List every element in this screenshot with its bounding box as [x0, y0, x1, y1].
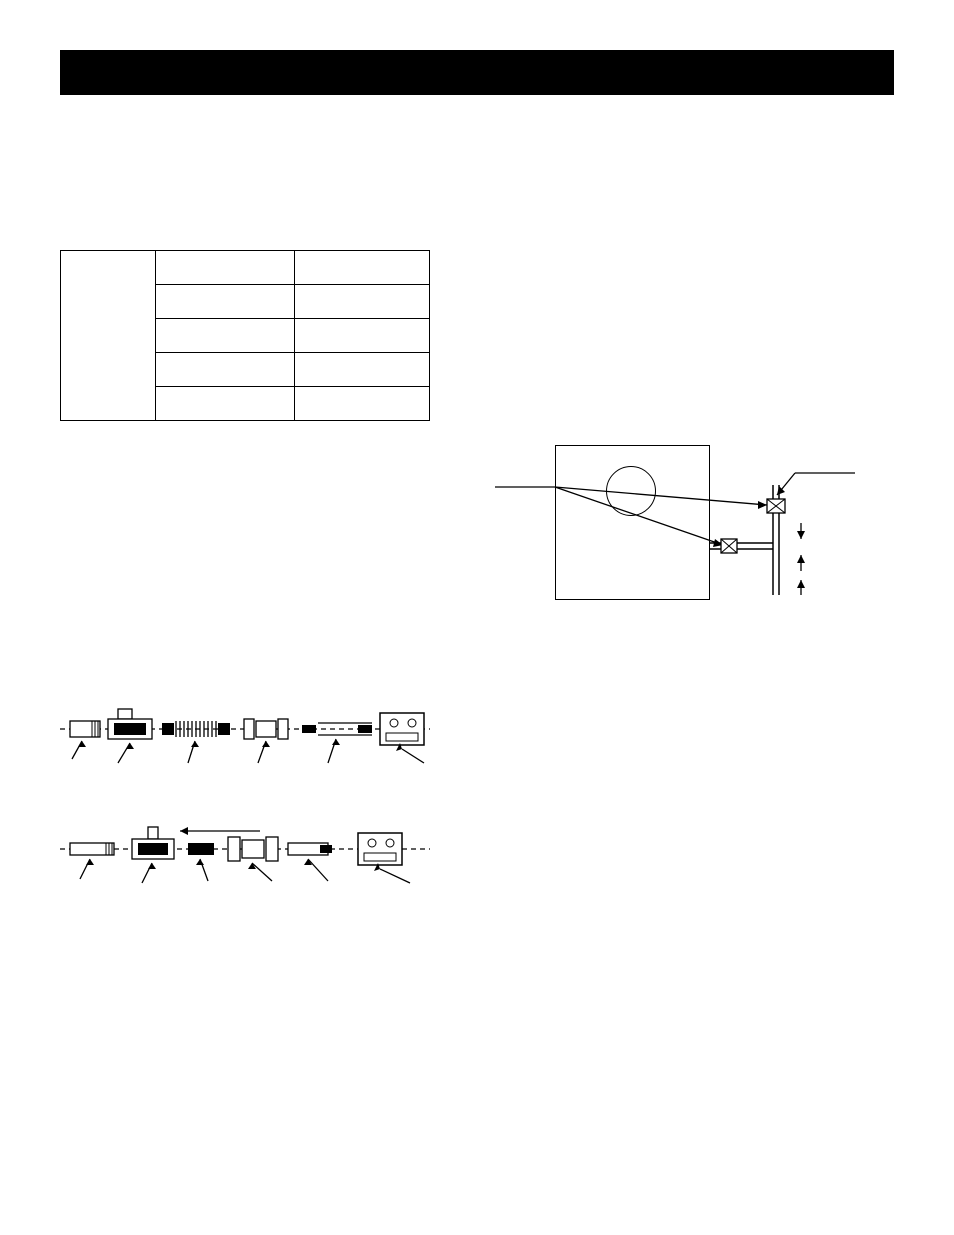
table-cell [61, 251, 156, 421]
table-cell [295, 285, 430, 319]
table-cell [155, 251, 295, 285]
box-diagram [495, 445, 835, 625]
table-cell [155, 353, 295, 387]
left-column [60, 155, 460, 876]
header-black-bar [60, 50, 894, 95]
table-row [61, 251, 430, 285]
table-cell [295, 387, 430, 421]
pipe-svg-2 [60, 821, 430, 901]
pipe-diagram-1 [60, 701, 430, 761]
table-cell [295, 319, 430, 353]
table-cell [155, 319, 295, 353]
pipe-diagram-2 [60, 821, 430, 876]
table-cell [295, 353, 430, 387]
data-table [60, 250, 430, 421]
right-column [495, 155, 895, 625]
boxdiag-svg [495, 445, 855, 635]
pipe-svg-1 [60, 701, 430, 781]
table-cell [295, 251, 430, 285]
table-cell [155, 387, 295, 421]
table-cell [155, 285, 295, 319]
